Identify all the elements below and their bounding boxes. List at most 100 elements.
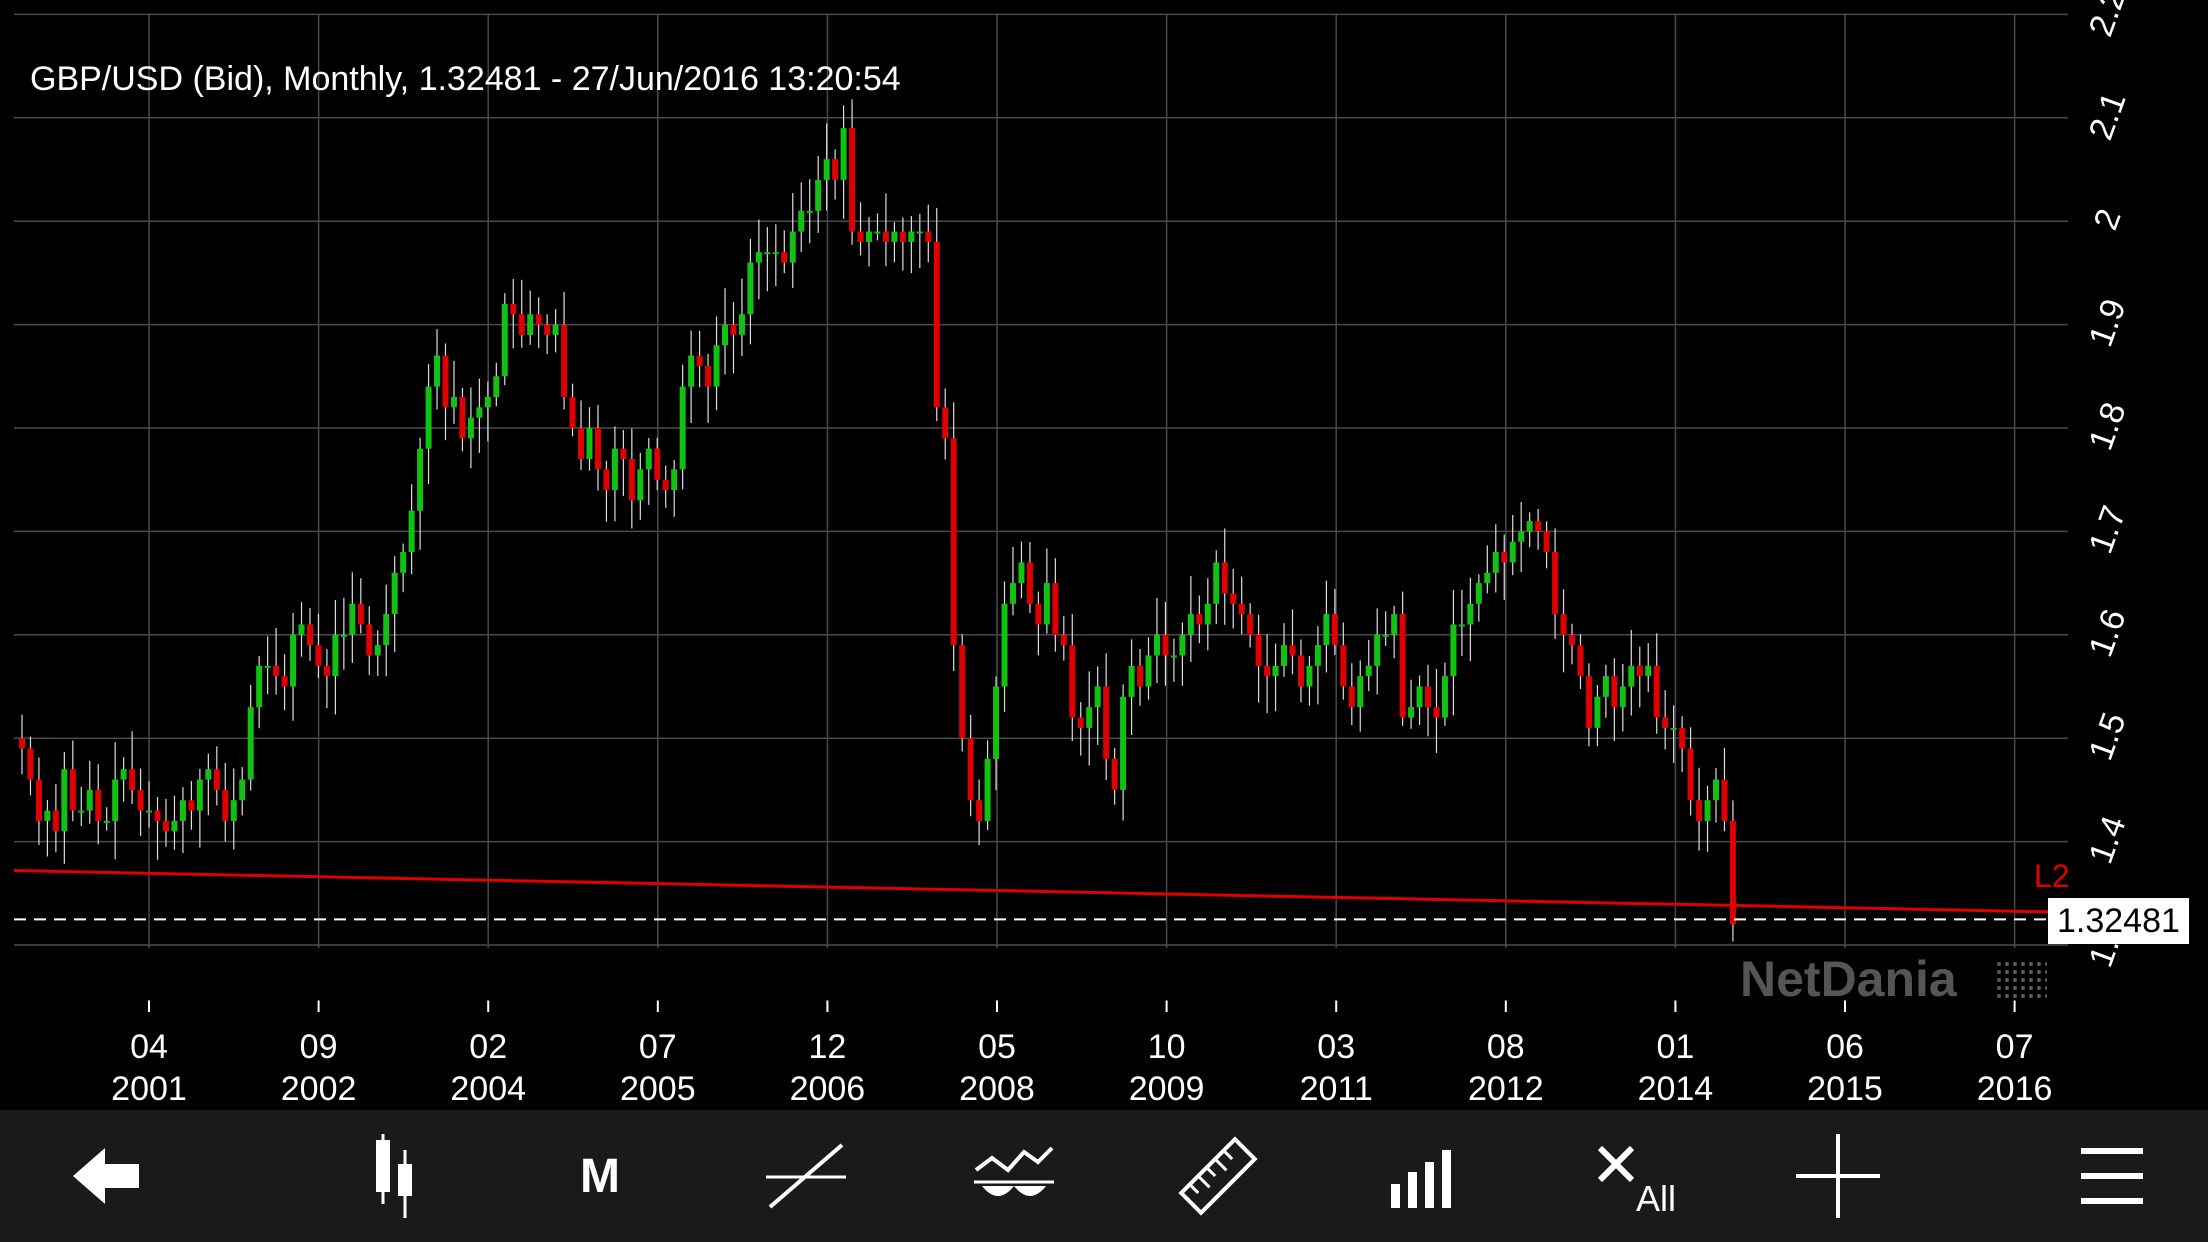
x-tick-year: 2011 [1300,1070,1373,1108]
candle-down [1399,614,1406,718]
y-tick-label: 1.8 [2082,398,2134,455]
chart-type-button[interactable] [334,1110,454,1242]
candle-down [933,241,940,408]
candle-up [1314,645,1321,666]
candle-up [340,634,347,637]
trendline-icon [766,1143,846,1209]
candle-down [544,324,551,335]
candle-up [908,231,915,242]
candle-up [196,779,203,811]
candle-up [1441,676,1448,718]
y-tick-label: 1.9 [2082,294,2134,351]
x-tick-month: 10 [1148,1028,1186,1066]
candle-down [1331,614,1338,646]
candle-up [1018,562,1025,584]
candle-up [1365,665,1372,677]
candle-up [747,262,754,315]
candle-up [1450,624,1457,677]
candle-up [1187,614,1194,635]
candlestick-chart[interactable]: 1.31.41.51.61.71.81.922.12.2 04200109200… [0,0,2208,1110]
menu-button[interactable] [2052,1110,2172,1242]
trendline-label[interactable]: L2 [2034,858,2070,894]
candle-down [222,789,229,821]
candle-down [306,624,313,646]
back-button[interactable] [48,1110,168,1242]
candle-down [1433,707,1440,718]
candlestick-icon [376,1134,412,1218]
candle-up [552,324,559,335]
candle-down [35,779,42,821]
candle-down [1696,800,1703,821]
candle-up [1391,614,1398,635]
candle-up [332,634,339,677]
candle-up [755,252,762,263]
candle-up [501,303,508,377]
period-button[interactable]: M [540,1110,660,1242]
candle-up [840,128,847,180]
candle-down [620,448,627,460]
candle-up [891,231,898,242]
crosshair-button[interactable] [1778,1110,1898,1242]
candle-down [1340,645,1347,687]
candle-up [916,231,923,234]
candle-up [1170,655,1177,658]
candle-up [772,252,779,255]
candle-down [730,324,737,335]
candle-up [815,179,822,211]
candle-down [1103,686,1110,759]
candle-up [586,428,593,460]
candle-down [1026,562,1033,604]
candle-up [179,800,186,821]
candle-down [1069,645,1076,718]
candle-down [27,748,34,780]
back-arrow-icon [73,1148,139,1204]
volume-button[interactable] [1364,1110,1484,1242]
candle-up [1492,552,1499,573]
x-tick-year: 2012 [1468,1070,1544,1108]
x-tick-month: 09 [300,1028,338,1066]
candle-down [1297,655,1304,687]
candle-down [1264,665,1271,677]
delete-all-button[interactable]: All [1574,1110,1694,1242]
x-tick-year: 2009 [1129,1070,1205,1108]
candle-down [654,448,661,480]
candle-down [603,469,610,491]
candle-up [874,231,881,234]
indicators-button[interactable] [954,1110,1074,1242]
candle-down [967,738,974,801]
candle-down [1585,676,1592,728]
candle-down [213,769,220,790]
candle-down [1425,686,1432,708]
candle-down [518,314,525,335]
candle-up [467,417,474,439]
candle-down [273,665,280,677]
ruler-button[interactable] [1158,1110,1278,1242]
candle-down [1636,665,1643,677]
candle-up [78,810,85,813]
candle-up [1475,583,1482,604]
candle-up [713,345,720,387]
candle-up [722,324,729,346]
candle-down [1662,717,1669,728]
candle-down [1560,614,1567,635]
candle-up [1128,665,1135,697]
candle-up [1670,727,1677,730]
candle-up [798,210,805,232]
candle-down [950,438,957,646]
trendline-tool-button[interactable] [746,1110,866,1242]
chart-area[interactable]: 1.31.41.51.61.71.81.922.12.2 04200109200… [0,0,2208,1110]
candle-down [1111,758,1118,790]
candle-up [1416,686,1423,708]
candle-up [1272,665,1279,677]
candle-up [823,159,830,180]
candle-up [408,510,415,553]
candle-down [561,324,568,397]
candle-up [1484,572,1491,584]
candle-down [1162,634,1169,656]
candle-up [230,800,237,821]
bottom-toolbar: M [0,1110,2208,1242]
y-tick-label: 1.5 [2082,708,2134,765]
candle-up [450,396,457,408]
candle-up [984,758,991,821]
x-tick-month: 03 [1317,1028,1355,1066]
